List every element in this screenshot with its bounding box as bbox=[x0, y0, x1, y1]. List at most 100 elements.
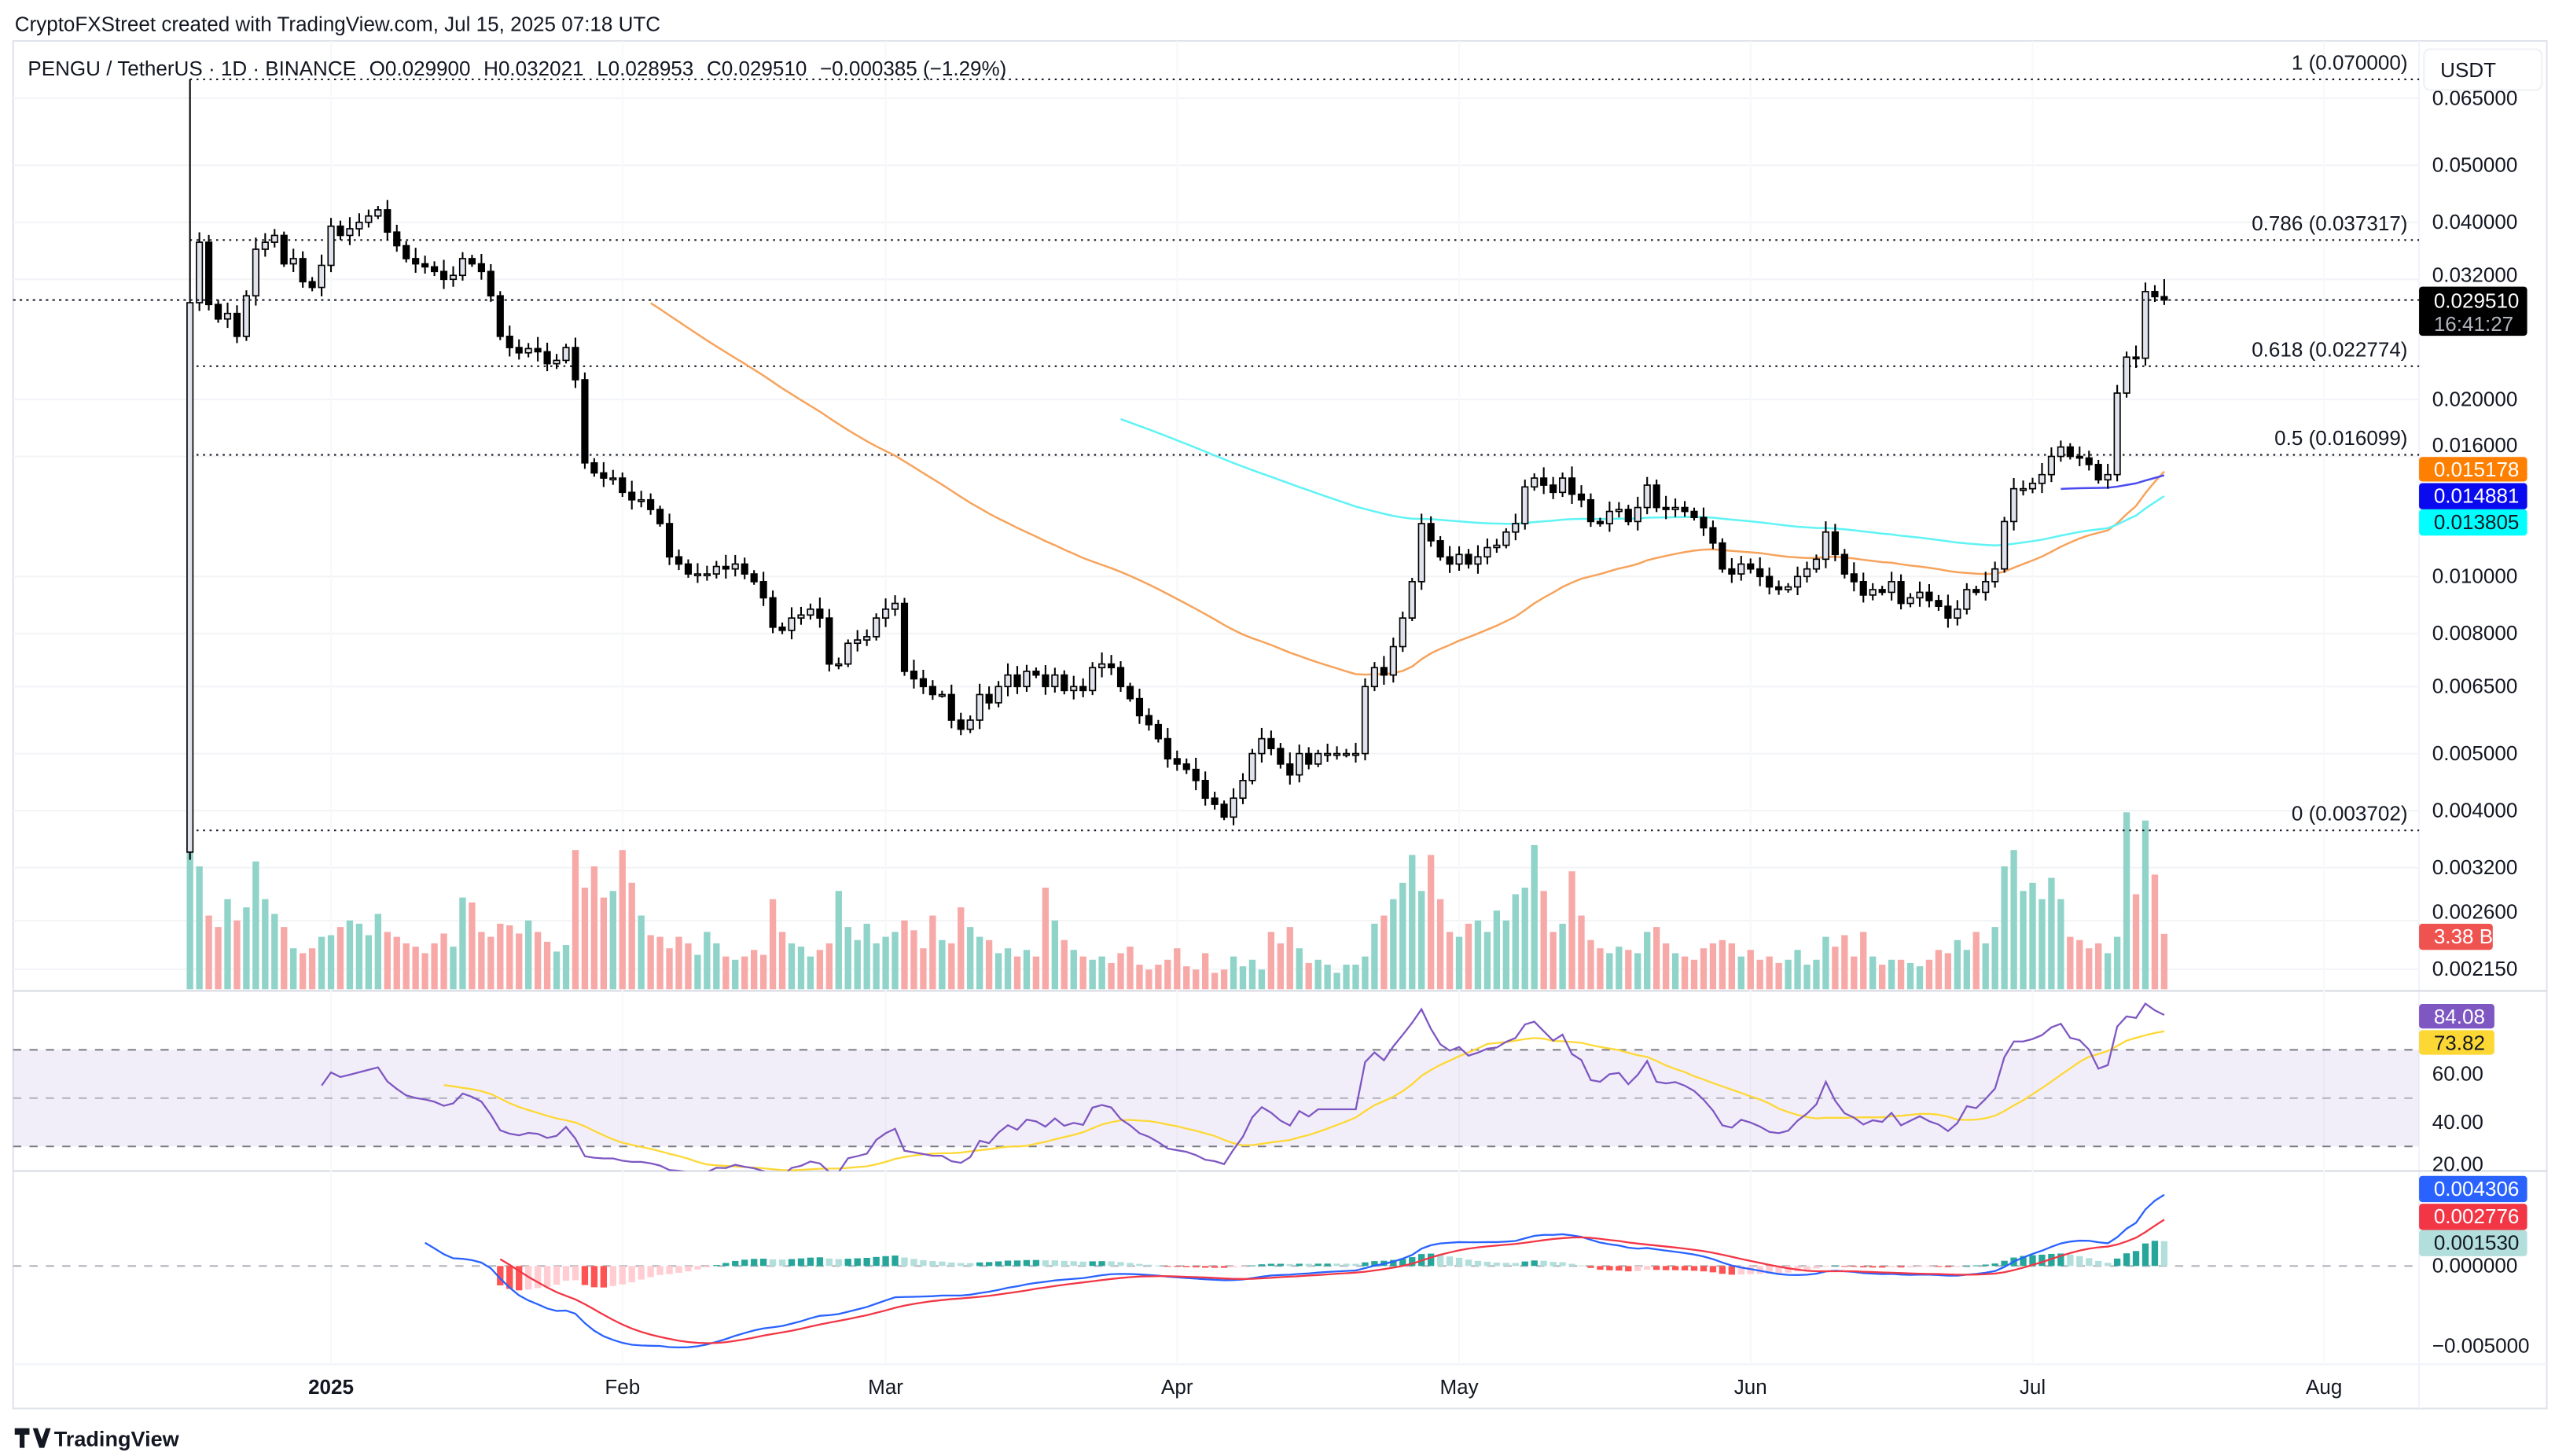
tradingview-logo[interactable]: TradingView bbox=[14, 1427, 180, 1451]
candle-body bbox=[1427, 523, 1435, 542]
candle bbox=[788, 607, 796, 640]
candle-body bbox=[1662, 506, 1670, 510]
macd-histogram-bar bbox=[891, 1255, 899, 1267]
candle-body bbox=[647, 498, 655, 510]
macd-histogram-bar bbox=[1193, 1266, 1200, 1268]
volume-bar bbox=[1597, 948, 1604, 990]
volume-bar bbox=[656, 936, 664, 990]
candle bbox=[355, 213, 363, 237]
candle bbox=[421, 256, 429, 274]
volume-bar bbox=[590, 866, 598, 990]
candle-body bbox=[365, 215, 373, 223]
candle bbox=[1709, 520, 1717, 550]
candle-body bbox=[487, 270, 494, 297]
symbol-legend[interactable]: PENGU / TetherUS · 1D · BINANCE O0.029900… bbox=[28, 57, 1006, 80]
candle-body bbox=[900, 602, 909, 672]
macd-histogram-bar bbox=[1390, 1259, 1397, 1267]
volume-bar bbox=[788, 943, 796, 990]
volume-bar bbox=[506, 925, 513, 990]
candle-body bbox=[788, 617, 796, 631]
candle bbox=[1681, 501, 1689, 517]
candle bbox=[412, 248, 420, 273]
volume-bar bbox=[1690, 959, 1698, 990]
volume-bar bbox=[2010, 850, 2017, 990]
volume-bar bbox=[873, 943, 880, 990]
macd-histogram-bar bbox=[1465, 1259, 1472, 1267]
volume-bars bbox=[186, 753, 2168, 990]
candle bbox=[308, 277, 316, 292]
rsi-axis[interactable]: 60.00 40.00 20.00 bbox=[2432, 1061, 2483, 1175]
volume-bar bbox=[233, 920, 241, 990]
candle bbox=[572, 337, 579, 388]
macd-histogram-bar bbox=[1625, 1266, 1632, 1272]
volume-bar bbox=[825, 943, 833, 990]
macd-histogram-bar bbox=[1079, 1261, 1086, 1267]
macd-histogram-bar bbox=[497, 1266, 504, 1285]
ma-blue-value: 0.014881 bbox=[2434, 484, 2520, 508]
candle-body bbox=[562, 347, 570, 362]
macd-histogram-bar bbox=[910, 1259, 917, 1267]
watermark-text: CryptoFXStreet created with TradingView.… bbox=[15, 13, 660, 36]
candle bbox=[854, 630, 862, 652]
volume-bar bbox=[2020, 891, 2027, 990]
volume-bar bbox=[300, 953, 307, 990]
candle-body bbox=[722, 565, 730, 570]
volume-bar bbox=[2048, 877, 2055, 990]
candle-body bbox=[590, 461, 598, 474]
macd-histogram-bar bbox=[1174, 1266, 1181, 1267]
candle bbox=[844, 639, 852, 667]
candlesticks[interactable] bbox=[186, 79, 2168, 860]
candle-body bbox=[1785, 586, 1792, 590]
candle-body bbox=[1700, 517, 1708, 529]
candle-body bbox=[703, 573, 711, 576]
candle-body bbox=[2057, 446, 2064, 458]
price-axis[interactable]: 0.0650000.0500000.0400000.0320000.020000… bbox=[2432, 86, 2518, 980]
fibonacci-retracement[interactable]: 1 (0.070000) 0.786 (0.037317) 0.618 (0.022… bbox=[189, 50, 2420, 832]
time-axis[interactable]: 2025 Feb Mar Apr May Jun Jul Aug bbox=[308, 1375, 2342, 1399]
candle bbox=[825, 609, 833, 672]
candle-body bbox=[1380, 667, 1388, 676]
candle bbox=[2094, 459, 2102, 484]
candle bbox=[1671, 498, 1679, 517]
macd-histogram-bar bbox=[2105, 1263, 2112, 1267]
volume-bar bbox=[1164, 959, 1171, 990]
candle-body bbox=[2019, 487, 2027, 491]
volume-bar bbox=[1343, 965, 1350, 990]
macd-histogram-bar bbox=[722, 1263, 730, 1267]
candle bbox=[318, 254, 325, 296]
volume-bar bbox=[759, 954, 767, 990]
candle-body bbox=[1399, 617, 1406, 648]
volume-bar bbox=[1013, 956, 1021, 990]
macd-axis[interactable]: 0.000000 −0.005000 bbox=[2432, 1254, 2530, 1358]
macd-histogram-bar bbox=[675, 1266, 682, 1273]
macd-histogram-bar bbox=[1841, 1266, 1848, 1267]
candle bbox=[374, 206, 382, 219]
ohlc-low: L0.028953 bbox=[597, 57, 693, 80]
volume-bar bbox=[1042, 888, 1050, 990]
macd-histogram-bar bbox=[506, 1266, 513, 1289]
candle-body bbox=[223, 312, 232, 320]
macd-histogram-bar bbox=[1578, 1265, 1585, 1267]
macd-histogram-bar bbox=[1972, 1265, 1980, 1267]
volume-bar bbox=[1474, 920, 1482, 990]
candle bbox=[1982, 572, 1990, 601]
candle-body bbox=[1079, 686, 1087, 692]
macd-histogram-bar bbox=[769, 1259, 777, 1267]
candle-body bbox=[1493, 544, 1501, 549]
candle-body bbox=[384, 209, 392, 233]
rsi-value: 84.08 bbox=[2434, 1005, 2485, 1028]
volume-bar bbox=[2141, 820, 2149, 990]
candle bbox=[938, 690, 946, 698]
candle bbox=[1408, 578, 1416, 622]
candle-body bbox=[741, 563, 748, 575]
macd-histogram-bar bbox=[788, 1259, 796, 1267]
price-tick-label: 0.002150 bbox=[2432, 957, 2518, 980]
candle-body bbox=[1812, 558, 1821, 570]
candle bbox=[1577, 485, 1586, 508]
candle bbox=[1211, 792, 1219, 810]
currency-button[interactable]: USDT bbox=[2423, 48, 2543, 91]
time-tick-label: Feb bbox=[605, 1375, 640, 1399]
candle bbox=[1013, 666, 1021, 694]
macd-histogram-bar bbox=[2001, 1260, 2008, 1267]
